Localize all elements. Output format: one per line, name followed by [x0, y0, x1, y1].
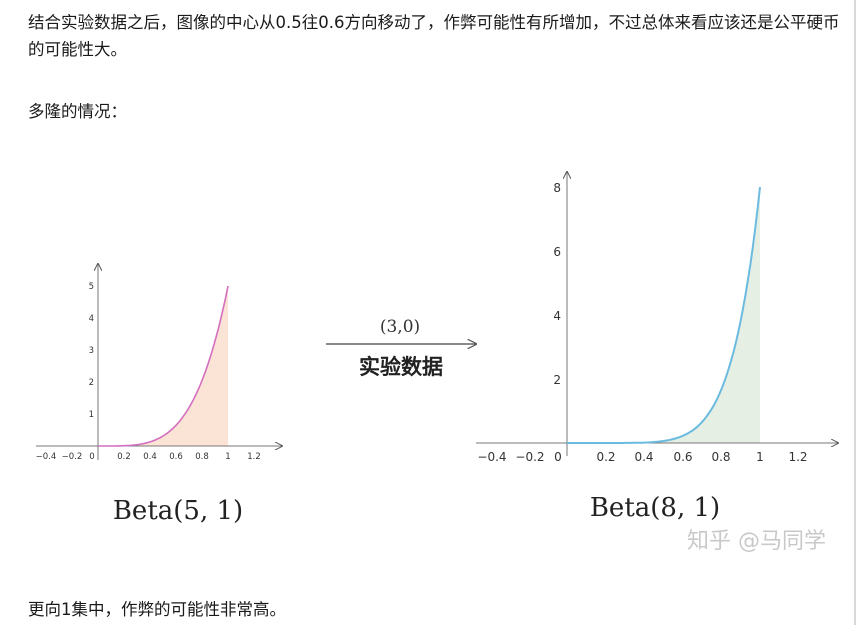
left-xtick: 1.2	[247, 452, 261, 462]
right-beta-chart: −0.4 −0.2 0 0.2 0.4 0.6 0.8 1 1.2 2 4 6 …	[476, 172, 838, 523]
right-chart-label: Beta(8, 1)	[590, 493, 720, 523]
right-x-tick-labels: −0.4 −0.2 0 0.2 0.4 0.6 0.8 1 1.2	[477, 450, 807, 464]
left-ytick: 1	[89, 410, 94, 420]
right-density-curve	[567, 186, 761, 444]
figure-canvas: −0.4 −0.2 0 0.2 0.4 0.6 0.8 1 1.2 1 2 3 …	[36, 160, 856, 554]
right-border	[854, 0, 856, 625]
right-ytick: 6	[553, 245, 561, 259]
zhihu-watermark: 知乎 @马同学	[687, 529, 826, 554]
arrow-bottom-label: 实验数据	[359, 355, 443, 379]
right-xtick: 0.2	[596, 450, 615, 464]
right-xtick: −0.4	[477, 450, 506, 464]
right-ytick: 4	[553, 309, 561, 323]
left-density-curve	[98, 285, 229, 447]
right-xtick: 0.8	[711, 450, 730, 464]
right-xtick: 1.2	[788, 450, 807, 464]
left-chart-label: Beta(5, 1)	[113, 496, 243, 526]
right-xtick: 1	[756, 450, 764, 464]
left-ytick: 3	[89, 346, 94, 356]
paragraph-conclusion: 更向1集中，作弊的可能性非常高。	[28, 600, 286, 619]
left-xtick: −0.4	[36, 452, 57, 462]
left-xtick: 0.8	[195, 452, 209, 462]
left-xtick: 0.6	[169, 452, 183, 462]
left-xtick: 1	[225, 452, 230, 462]
left-xtick: 0.4	[143, 452, 157, 462]
right-area-fill	[567, 187, 760, 443]
left-ytick: 4	[89, 314, 94, 324]
arrow-top-label: (3,0)	[380, 317, 420, 337]
left-xtick: −0.2	[62, 452, 83, 462]
left-area-fill	[98, 286, 228, 446]
left-x-tick-labels: −0.4 −0.2 0 0.2 0.4 0.6 0.8 1 1.2	[36, 452, 261, 462]
beta-comparison-figure: −0.4 −0.2 0 0.2 0.4 0.6 0.8 1 1.2 1 2 3 …	[0, 160, 856, 580]
right-xtick: 0.4	[634, 450, 653, 464]
left-beta-chart: −0.4 −0.2 0 0.2 0.4 0.6 0.8 1 1.2 1 2 3 …	[36, 264, 282, 526]
left-ytick: 5	[89, 282, 94, 292]
left-xtick: 0.2	[117, 452, 131, 462]
right-xtick: 0.6	[673, 450, 692, 464]
left-y-tick-labels: 1 2 3 4 5	[89, 282, 94, 420]
right-ytick: 8	[553, 181, 561, 195]
right-xtick: −0.2	[515, 450, 544, 464]
paragraph-intro: 结合实验数据之后，图像的中心从0.5往0.6方向移动了，作弊可能性有所增加，不过…	[28, 13, 840, 59]
experiment-arrow: (3,0) 实验数据	[326, 317, 476, 379]
paragraph-dolong-heading: 多隆的情况：	[28, 102, 127, 121]
right-ytick: 2	[553, 373, 561, 387]
right-y-tick-labels: 2 4 6 8	[553, 181, 561, 387]
left-xtick: 0	[89, 452, 94, 462]
left-ytick: 2	[89, 378, 94, 388]
right-xtick: 0	[554, 450, 562, 464]
